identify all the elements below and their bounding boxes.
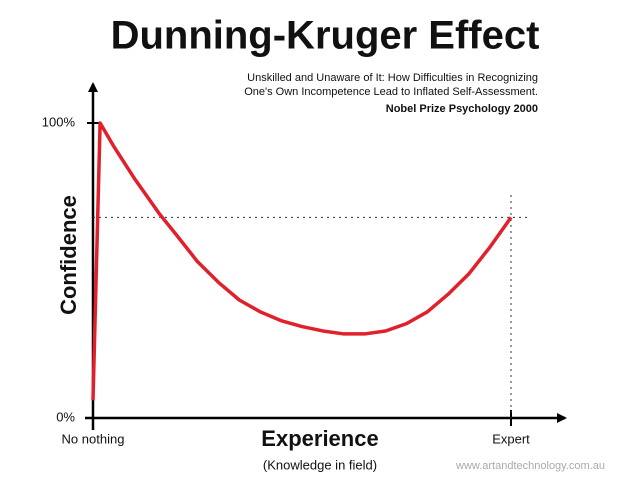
y-tick-label: 0% — [56, 409, 75, 424]
curve — [91, 121, 513, 401]
y-axis-label: Confidence — [56, 195, 81, 315]
x-axis-sublabel: (Knowledge in field) — [263, 457, 377, 472]
x-tick-label: Expert — [492, 431, 530, 446]
subtitle: One's Own Incompetence Lead to Inflated … — [244, 86, 538, 98]
chart-title: Dunning-Kruger Effect — [111, 14, 540, 58]
y-tick-label: 100% — [42, 114, 76, 129]
x-tick-label: No nothing — [62, 431, 125, 446]
source: www.artandtechnology.com.au — [455, 460, 605, 472]
annotation: Nobel Prize Psychology 2000 — [386, 103, 538, 115]
subtitle: Unskilled and Unaware of It: How Difficu… — [247, 72, 538, 84]
x-axis-label: Experience — [261, 426, 378, 451]
